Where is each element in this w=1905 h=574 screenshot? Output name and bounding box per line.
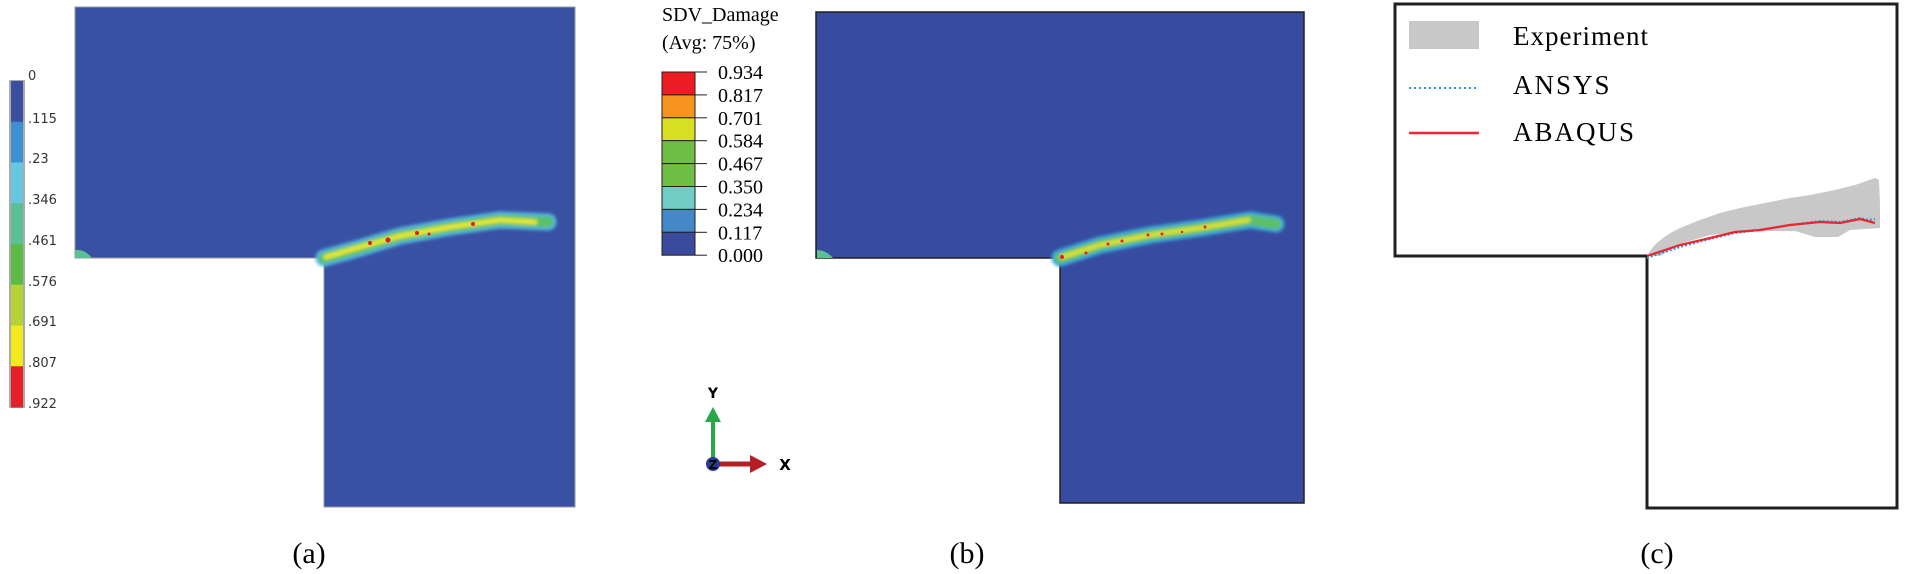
legend-b-label: 0.934 xyxy=(718,62,763,84)
legend-b-label: 0.350 xyxy=(718,177,763,199)
legend-b-band xyxy=(661,186,696,210)
legend-b-band xyxy=(661,208,696,233)
legend-b-label: 0.584 xyxy=(718,131,763,153)
legend-b: SDV_Damage (Avg: 75%) 0.9340.8170.7010.5… xyxy=(661,4,779,267)
crack-a-hotspots xyxy=(368,222,475,245)
corner-b-artifact xyxy=(817,250,833,258)
triad-y-label: Y xyxy=(707,386,719,402)
legend-a-label: .461 xyxy=(28,234,57,249)
legend-b-label: 0.467 xyxy=(718,154,763,176)
abaqus-crack-path xyxy=(1646,217,1876,258)
legend-a-label: .115 xyxy=(28,112,57,127)
specimen-outline-c xyxy=(1393,2,1899,510)
legend-a-band xyxy=(11,366,23,408)
corner-a-artifact xyxy=(75,249,92,258)
legend-b-subtitle: (Avg: 75%) xyxy=(662,32,756,54)
legend-b-band xyxy=(661,140,696,165)
crack-b-hotspots xyxy=(1060,225,1207,259)
panel-b: SDV_Damage (Avg: 75%) 0.9340.8170.7010.5… xyxy=(661,4,1305,570)
legend-b-label: 0.701 xyxy=(718,108,763,130)
panel-c: Experiment ANSYS ABAQUS (c) xyxy=(1393,2,1899,570)
caption-c: (c) xyxy=(1640,537,1673,570)
triad-z-label: Z xyxy=(709,458,718,472)
panel-a: 0 .115 .23 .346 .461 .576 .691 .807 .922 (a) xyxy=(9,6,576,570)
legend-b-band xyxy=(661,117,696,142)
legend-a: 0 .115 .23 .346 .461 .576 .691 .807 .922 xyxy=(9,69,57,412)
legend-a-label: .23 xyxy=(28,152,49,167)
legend-a-band xyxy=(11,325,23,367)
legend-a-label: .807 xyxy=(28,356,57,371)
legend-a-label: 0 xyxy=(28,69,36,84)
legend-a-band xyxy=(11,81,23,123)
legend-a-band xyxy=(11,284,23,326)
legend-a-band xyxy=(11,203,23,245)
crack-b xyxy=(1051,211,1285,267)
legend-swatch-experiment xyxy=(1409,21,1479,49)
legend-b-band xyxy=(661,231,696,256)
legend-a-label: .346 xyxy=(28,193,57,208)
legend-a-band xyxy=(11,162,23,204)
legend-b-label: 0.817 xyxy=(718,85,763,107)
caption-b: (b) xyxy=(950,537,985,570)
legend-b-title: SDV_Damage xyxy=(662,4,779,26)
legend-a-band xyxy=(11,244,23,286)
legend-a-label: .922 xyxy=(28,397,57,412)
legend-b-label: 0.234 xyxy=(718,199,763,221)
legend-a-label: .576 xyxy=(28,275,57,290)
legend-b-label: 0.000 xyxy=(718,245,763,267)
legend-a-label: .691 xyxy=(28,315,57,330)
crack-a xyxy=(315,211,557,267)
legend-label-abaqus: ABAQUS xyxy=(1513,117,1636,147)
legend-a-band xyxy=(11,121,23,163)
caption-a: (a) xyxy=(292,537,325,570)
legend-c: Experiment ANSYS ABAQUS xyxy=(1409,21,1649,147)
legend-b-band xyxy=(661,71,696,96)
coordinate-triad: Z Y X xyxy=(705,386,791,474)
legend-label-ansys: ANSYS xyxy=(1513,70,1612,100)
legend-b-band xyxy=(661,163,696,188)
legend-b-label: 0.117 xyxy=(718,222,762,244)
legend-b-band xyxy=(661,94,696,119)
experiment-crack-band xyxy=(1647,178,1880,256)
legend-label-experiment: Experiment xyxy=(1513,21,1649,51)
triad-x-label: X xyxy=(779,456,791,474)
